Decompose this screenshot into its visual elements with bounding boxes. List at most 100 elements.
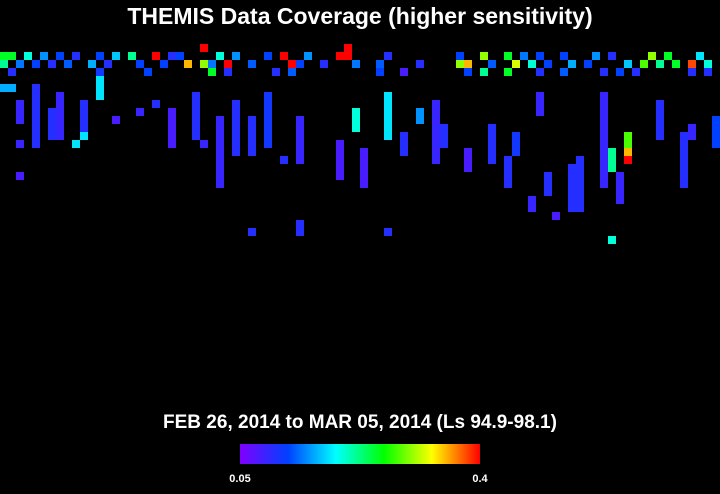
coverage-cell bbox=[568, 196, 576, 204]
coverage-cell bbox=[80, 108, 88, 116]
coverage-cell bbox=[440, 124, 448, 132]
coverage-cell bbox=[680, 156, 688, 164]
coverage-cell bbox=[304, 52, 312, 60]
coverage-cell bbox=[384, 108, 392, 116]
coverage-cell bbox=[232, 124, 240, 132]
coverage-cell bbox=[136, 60, 144, 68]
coverage-cell bbox=[336, 172, 344, 180]
coverage-cell bbox=[104, 60, 112, 68]
coverage-cell bbox=[656, 60, 664, 68]
coverage-cell bbox=[344, 44, 352, 52]
coverage-cell bbox=[432, 108, 440, 116]
coverage-cell bbox=[112, 116, 120, 124]
coverage-cell bbox=[32, 116, 40, 124]
coverage-cell bbox=[360, 164, 368, 172]
coverage-cell bbox=[544, 180, 552, 188]
coverage-cell bbox=[88, 60, 96, 68]
coverage-cell bbox=[488, 140, 496, 148]
coverage-cell bbox=[432, 132, 440, 140]
coverage-cell bbox=[616, 180, 624, 188]
coverage-cell bbox=[48, 132, 56, 140]
coverage-cell bbox=[128, 52, 136, 60]
coverage-cell bbox=[72, 140, 80, 148]
coverage-cell bbox=[16, 60, 24, 68]
coverage-cell bbox=[632, 68, 640, 76]
coverage-cell bbox=[528, 196, 536, 204]
coverage-cell bbox=[672, 60, 680, 68]
coverage-cell bbox=[320, 60, 328, 68]
coverage-cell bbox=[592, 52, 600, 60]
coverage-cell bbox=[112, 52, 120, 60]
coverage-cell bbox=[480, 68, 488, 76]
coverage-cell bbox=[712, 116, 720, 124]
coverage-cell bbox=[192, 116, 200, 124]
coverage-cell bbox=[504, 164, 512, 172]
coverage-cell bbox=[232, 108, 240, 116]
coverage-cell bbox=[360, 180, 368, 188]
coverage-cell bbox=[160, 60, 168, 68]
coverage-cell bbox=[712, 124, 720, 132]
coverage-cell bbox=[464, 60, 472, 68]
coverage-cell bbox=[600, 116, 608, 124]
coverage-cell bbox=[32, 124, 40, 132]
colorbar bbox=[240, 444, 480, 464]
coverage-cell bbox=[688, 68, 696, 76]
coverage-cell bbox=[656, 100, 664, 108]
coverage-cell bbox=[552, 212, 560, 220]
coverage-cell bbox=[216, 172, 224, 180]
coverage-cell bbox=[576, 164, 584, 172]
coverage-cell bbox=[640, 60, 648, 68]
coverage-cell bbox=[600, 108, 608, 116]
coverage-cell bbox=[24, 52, 32, 60]
coverage-cell bbox=[504, 68, 512, 76]
coverage-cell bbox=[288, 60, 296, 68]
coverage-cell bbox=[296, 220, 304, 228]
coverage-cell bbox=[56, 132, 64, 140]
coverage-cell bbox=[712, 132, 720, 140]
coverage-cell bbox=[568, 204, 576, 212]
coverage-cell bbox=[216, 116, 224, 124]
coverage-cell bbox=[384, 116, 392, 124]
coverage-cell bbox=[400, 148, 408, 156]
coverage-cell bbox=[32, 100, 40, 108]
coverage-cell bbox=[168, 116, 176, 124]
coverage-cell bbox=[264, 92, 272, 100]
coverage-cell bbox=[72, 52, 80, 60]
coverage-cell bbox=[568, 164, 576, 172]
coverage-cell bbox=[32, 132, 40, 140]
coverage-cell bbox=[712, 140, 720, 148]
coverage-cell bbox=[80, 132, 88, 140]
coverage-cell bbox=[168, 140, 176, 148]
coverage-cell bbox=[440, 132, 448, 140]
coverage-cell bbox=[600, 100, 608, 108]
coverage-cell bbox=[536, 52, 544, 60]
coverage-cell bbox=[576, 204, 584, 212]
coverage-cell bbox=[344, 52, 352, 60]
coverage-cell bbox=[8, 68, 16, 76]
coverage-cell bbox=[296, 228, 304, 236]
coverage-cell bbox=[8, 52, 16, 60]
coverage-cell bbox=[544, 188, 552, 196]
coverage-cell bbox=[16, 172, 24, 180]
coverage-cell bbox=[680, 180, 688, 188]
coverage-cell bbox=[168, 108, 176, 116]
coverage-cell bbox=[616, 172, 624, 180]
coverage-cell bbox=[216, 180, 224, 188]
coverage-cell bbox=[600, 172, 608, 180]
chart-subtitle: FEB 26, 2014 to MAR 05, 2014 (Ls 94.9-98… bbox=[163, 412, 557, 433]
coverage-cell bbox=[216, 156, 224, 164]
coverage-cell bbox=[200, 44, 208, 52]
coverage-cell bbox=[16, 140, 24, 148]
coverage-cell bbox=[264, 132, 272, 140]
coverage-cell bbox=[512, 60, 520, 68]
coverage-cell bbox=[32, 108, 40, 116]
coverage-cell bbox=[688, 60, 696, 68]
coverage-cell bbox=[216, 52, 224, 60]
coverage-cell bbox=[576, 196, 584, 204]
coverage-cell bbox=[176, 52, 184, 60]
coverage-cell bbox=[216, 148, 224, 156]
coverage-cell bbox=[360, 156, 368, 164]
coverage-cell bbox=[560, 68, 568, 76]
coverage-cell bbox=[376, 60, 384, 68]
coverage-cell bbox=[32, 92, 40, 100]
